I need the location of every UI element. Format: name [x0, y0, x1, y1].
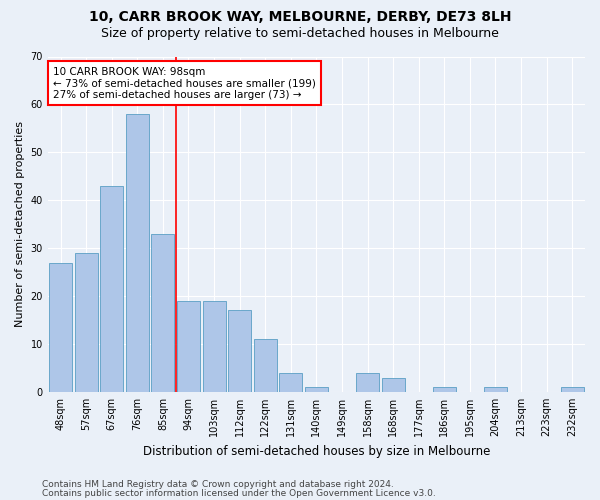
Text: Size of property relative to semi-detached houses in Melbourne: Size of property relative to semi-detach…: [101, 28, 499, 40]
Bar: [203, 301, 226, 392]
X-axis label: Distribution of semi-detached houses by size in Melbourne: Distribution of semi-detached houses by …: [143, 444, 490, 458]
Bar: [254, 339, 277, 392]
Bar: [151, 234, 175, 392]
Bar: [228, 310, 251, 392]
Bar: [49, 262, 72, 392]
Bar: [177, 301, 200, 392]
Bar: [280, 373, 302, 392]
Y-axis label: Number of semi-detached properties: Number of semi-detached properties: [15, 121, 25, 327]
Text: Contains public sector information licensed under the Open Government Licence v3: Contains public sector information licen…: [42, 489, 436, 498]
Bar: [74, 253, 98, 392]
Bar: [126, 114, 149, 392]
Text: 10 CARR BROOK WAY: 98sqm
← 73% of semi-detached houses are smaller (199)
27% of : 10 CARR BROOK WAY: 98sqm ← 73% of semi-d…: [53, 66, 316, 100]
Bar: [100, 186, 123, 392]
Bar: [356, 373, 379, 392]
Bar: [305, 387, 328, 392]
Bar: [560, 387, 584, 392]
Text: Contains HM Land Registry data © Crown copyright and database right 2024.: Contains HM Land Registry data © Crown c…: [42, 480, 394, 489]
Bar: [433, 387, 456, 392]
Bar: [484, 387, 507, 392]
Text: 10, CARR BROOK WAY, MELBOURNE, DERBY, DE73 8LH: 10, CARR BROOK WAY, MELBOURNE, DERBY, DE…: [89, 10, 511, 24]
Bar: [382, 378, 404, 392]
